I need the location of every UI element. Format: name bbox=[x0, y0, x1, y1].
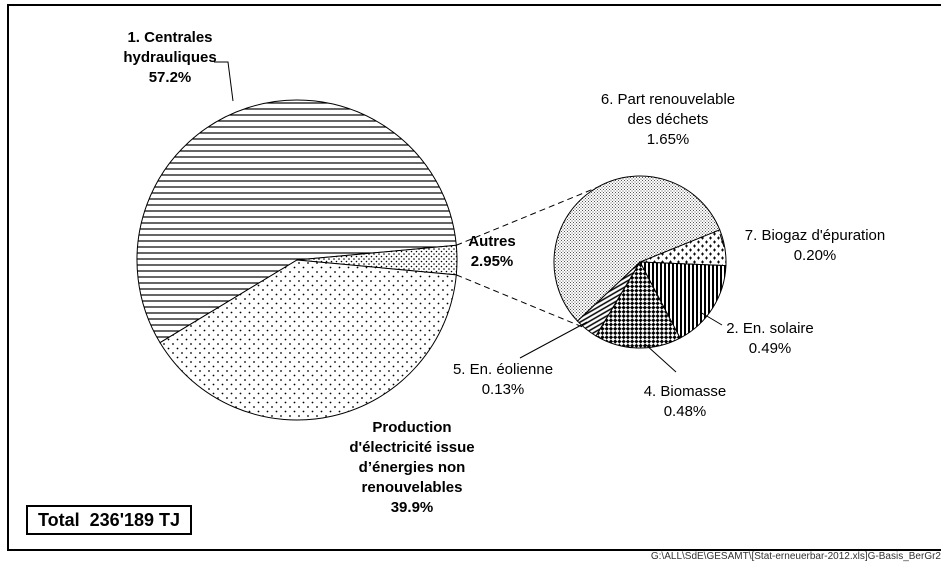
leader-line bbox=[699, 311, 723, 326]
slice-value: 1.65% bbox=[646, 131, 690, 148]
slice-label: 1. Centrales hydrauliques 57.2% bbox=[105, 28, 235, 88]
slice-name: Autres bbox=[468, 233, 516, 250]
slice-label: 7. Biogaz d'épuration 0.20% bbox=[715, 226, 915, 266]
pie-slice bbox=[159, 259, 457, 421]
footer: G:\ALL\SdE\GESAMT\[Stat-erneuerbar-2012.… bbox=[650, 551, 941, 562]
slice-name: 4. Biomasse bbox=[643, 383, 727, 400]
slice-name: 6. Part renouvelable des déchets bbox=[600, 91, 736, 128]
leader-lines bbox=[214, 61, 725, 373]
slice-label: 2. En. solaire 0.49% bbox=[705, 319, 835, 359]
frame bbox=[7, 4, 941, 551]
leader-line bbox=[719, 233, 725, 248]
slice-name: 2. En. solaire bbox=[726, 320, 814, 337]
connector-line bbox=[456, 274, 585, 329]
pie-slice bbox=[639, 261, 727, 339]
slice-name: 7. Biogaz d'épuration bbox=[744, 227, 886, 244]
leader-line bbox=[519, 321, 588, 359]
slice-name: 5. En. éolienne bbox=[452, 361, 554, 378]
slice-label: Production d'électricité issue d’énergie… bbox=[332, 418, 492, 518]
slice-name: Production d'électricité issue d’énergie… bbox=[349, 419, 475, 496]
slice-value: 57.2% bbox=[148, 69, 192, 86]
slice-value: 0.13% bbox=[481, 381, 525, 398]
slice-value: 0.48% bbox=[663, 403, 707, 420]
leader-line bbox=[214, 61, 234, 102]
pie-slice bbox=[595, 260, 681, 349]
slice-label: 5. En. éolienne 0.13% bbox=[438, 360, 568, 400]
slice-label: 6. Part renouvelable des déchets 1.65% bbox=[593, 90, 743, 150]
pies bbox=[136, 99, 727, 421]
slice-value: 0.20% bbox=[793, 247, 837, 264]
connector-line bbox=[456, 187, 598, 246]
slice-value: 0.49% bbox=[748, 340, 792, 357]
slice-value: 39.9% bbox=[390, 499, 434, 516]
slice-name: 1. Centrales hydrauliques bbox=[123, 29, 217, 66]
slice-value: 2.95% bbox=[470, 253, 514, 270]
pie-slice bbox=[553, 175, 721, 322]
total-label: Total 236'189 TJ bbox=[26, 505, 193, 535]
leader-line bbox=[644, 343, 677, 373]
pie-slice bbox=[136, 99, 457, 344]
slice-label: 4. Biomasse 0.48% bbox=[625, 382, 745, 422]
slice-label: Autres 2.95% bbox=[452, 232, 532, 272]
